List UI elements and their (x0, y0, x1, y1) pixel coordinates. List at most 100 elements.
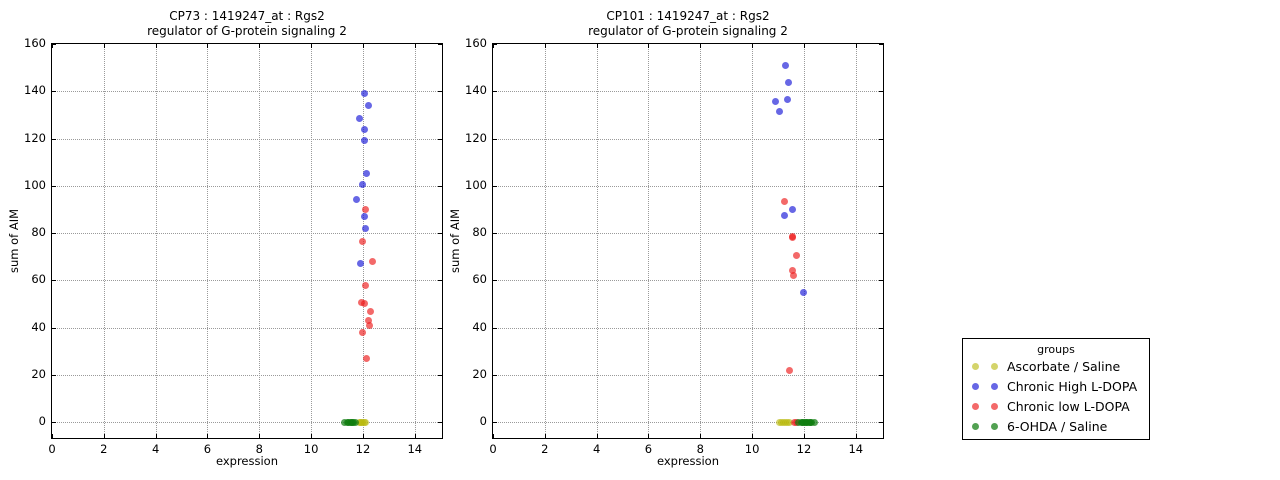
x-tick-label: 14 (848, 442, 864, 456)
x-tick-label: 10 (303, 442, 319, 456)
data-point (781, 211, 789, 219)
data-point (356, 260, 364, 268)
y-tick-mark (879, 327, 883, 329)
grid-line-vertical (259, 44, 261, 438)
data-point (775, 107, 783, 115)
grid-line-vertical (752, 44, 754, 438)
grid-line-vertical (855, 44, 857, 438)
x-tick-mark (207, 434, 209, 438)
grid-line-horizontal (52, 374, 442, 376)
x-tick-mark (414, 44, 416, 48)
x-tick-mark (544, 434, 546, 438)
x-tick-mark (803, 434, 805, 438)
grid-line-horizontal (52, 91, 442, 93)
data-point (363, 354, 371, 362)
data-point (786, 418, 794, 426)
y-tick-label: 160 (24, 36, 46, 50)
x-tick-label: 0 (489, 442, 497, 456)
legend-title: groups (1037, 343, 1075, 356)
data-point (360, 90, 368, 98)
grid-line-vertical (103, 44, 105, 438)
data-point (800, 288, 808, 296)
y-axis-label-cp101: sum of AIM (448, 208, 462, 274)
plot-area-cp73: 0 2 4 6 8 10 12 14 0 20 40 60 80 100 120 140 160 (24, 36, 443, 456)
x-tick-mark (362, 434, 364, 438)
x-tick-mark (103, 434, 105, 438)
data-point (790, 272, 798, 280)
data-point (362, 418, 370, 426)
x-tick-label: 8 (696, 442, 704, 456)
x-tick-mark (803, 44, 805, 48)
x-tick-mark (52, 44, 53, 48)
y-tick-label: 140 (465, 83, 487, 98)
scatter-marker-icon (991, 422, 998, 430)
data-point (362, 281, 370, 289)
y-tick-mark (52, 280, 56, 282)
x-tick-mark (855, 434, 857, 438)
y-tick-mark (52, 138, 56, 140)
x-tick-mark (155, 434, 157, 438)
x-tick-mark (103, 44, 105, 48)
y-tick-mark (52, 374, 56, 376)
data-point (359, 237, 367, 245)
x-tick-label: 0 (48, 442, 56, 456)
y-tick-mark (879, 138, 883, 140)
x-tick-mark (155, 44, 157, 48)
x-tick-mark (362, 44, 364, 48)
y-tick-label: 20 (31, 366, 46, 381)
x-tick-mark (752, 44, 754, 48)
y-tick-mark (493, 374, 497, 376)
plot-title-line2: regulator of G-protein signaling 2 (588, 24, 788, 38)
y-tick-mark (493, 233, 497, 235)
y-tick-mark (438, 422, 442, 424)
scatter-marker-icon (991, 362, 998, 370)
plot-title-line1: CP73 : 1419247_at : Rgs2 (169, 9, 325, 23)
data-point (363, 170, 371, 178)
grid-line-vertical (207, 44, 209, 438)
data-point (359, 328, 367, 336)
data-point (788, 205, 796, 213)
x-tick-label: 2 (541, 442, 549, 456)
y-tick-mark (879, 91, 883, 93)
x-tick-label: 2 (100, 442, 108, 456)
x-tick-mark (596, 434, 598, 438)
data-point (789, 234, 797, 242)
data-point (362, 205, 370, 213)
y-tick-label: 80 (31, 225, 46, 240)
legend-item-chronic-high-l-dopa: Chronic High L-DOPA (963, 376, 1149, 396)
y-tick-mark (52, 327, 56, 329)
x-tick-label: 8 (255, 442, 263, 456)
plot-title-line1: CP101 : 1419247_at : Rgs2 (606, 9, 770, 23)
grid-line-horizontal (493, 138, 883, 140)
y-tick-mark (438, 185, 442, 187)
plot-title-line2: regulator of G-protein signaling 2 (147, 24, 347, 38)
y-tick-mark (52, 91, 56, 93)
scatter-marker-icon (991, 382, 998, 390)
x-tick-mark (752, 434, 754, 438)
grid-line-horizontal (493, 91, 883, 93)
grid-line-horizontal (52, 280, 442, 282)
y-tick-label: 60 (31, 272, 46, 287)
grid-line-vertical (155, 44, 157, 438)
y-tick-mark (879, 374, 883, 376)
y-tick-mark (879, 422, 883, 424)
y-tick-label: 80 (472, 225, 487, 240)
y-tick-mark (493, 280, 497, 282)
legend-item-ascorbate-saline: Ascorbate / Saline (963, 356, 1149, 376)
scatter-marker-icon (972, 362, 979, 370)
x-tick-label: 12 (355, 442, 371, 456)
x-tick-mark (259, 434, 261, 438)
y-tick-mark (438, 280, 442, 282)
x-tick-label: 14 (407, 442, 423, 456)
grid-line-vertical (544, 44, 546, 438)
y-tick-mark (879, 185, 883, 187)
grid-line-horizontal (493, 280, 883, 282)
x-tick-mark (855, 44, 857, 48)
y-tick-label: 40 (472, 319, 487, 334)
y-tick-label: 20 (472, 366, 487, 381)
x-tick-label: 6 (644, 442, 653, 456)
y-tick-label: 0 (38, 414, 46, 429)
data-point (360, 125, 368, 133)
data-point (365, 321, 373, 329)
data-point (364, 317, 372, 325)
